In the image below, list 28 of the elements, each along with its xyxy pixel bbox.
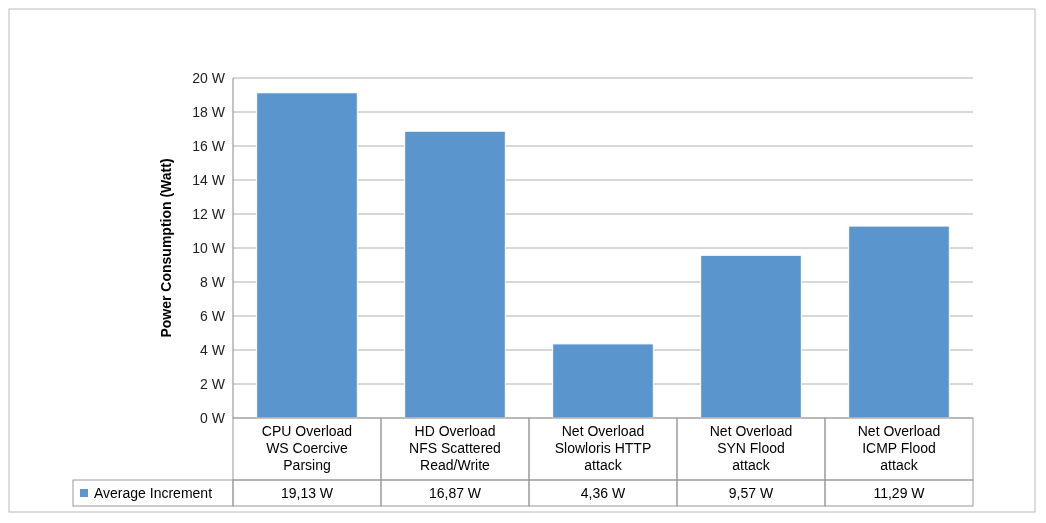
y-tick-label: 2 W <box>200 375 226 392</box>
y-tick-label: 6 W <box>200 307 226 324</box>
y-tick-label: 20 W <box>192 69 226 86</box>
bar <box>700 254 802 419</box>
y-tick-label: 4 W <box>200 341 226 358</box>
bar <box>848 225 950 419</box>
x-tick-label: Net Overload SYN Flood attack <box>709 423 793 473</box>
bar <box>552 343 654 419</box>
y-tick-label: 8 W <box>200 273 226 290</box>
data-label: 16,87 W <box>428 484 482 501</box>
x-tick-label: HD Overload NFS Scattered Read/Write <box>409 423 501 473</box>
y-axis-title: Power Consumption (Watt) <box>158 158 174 338</box>
data-label: 4,36 W <box>580 484 626 501</box>
y-tick-label: 14 W <box>192 171 226 188</box>
y-tick-label: 16 W <box>192 137 226 154</box>
y-tick-label: 0 W <box>200 409 226 426</box>
y-tick-label: 10 W <box>192 239 226 256</box>
legend-label: Average Increment <box>94 484 213 501</box>
x-tick-label: Net Overload ICMP Flood attack <box>857 423 941 473</box>
data-label: 9,57 W <box>728 484 774 501</box>
bar <box>256 92 358 419</box>
y-tick-label: 18 W <box>192 103 226 120</box>
y-tick-label: 12 W <box>192 205 226 222</box>
bar <box>404 130 506 419</box>
data-label: 11,29 W <box>873 484 926 501</box>
x-tick-label: Net Overload Slowloris HTTP attack <box>554 423 652 473</box>
data-label: 19,13 W <box>280 484 334 501</box>
x-tick-label: CPU Overload WS Coercive Parsing <box>261 423 353 473</box>
